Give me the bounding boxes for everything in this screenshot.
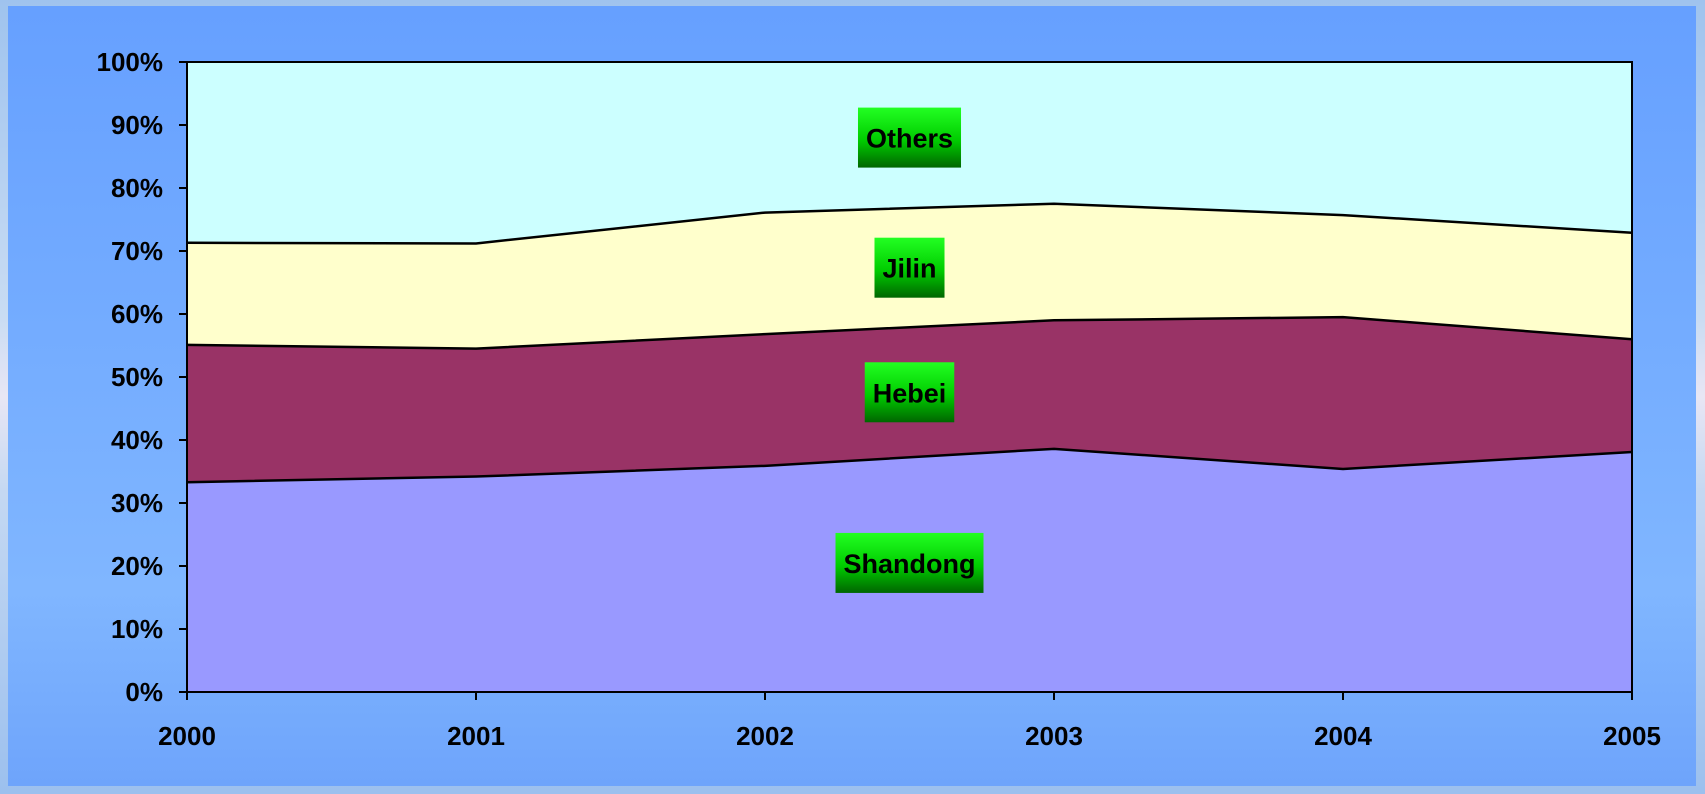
y-tick-label: 90% <box>111 110 163 140</box>
y-tick-label: 100% <box>97 47 164 77</box>
boundary-line-jilin <box>186 202 1633 245</box>
series-label-box <box>864 362 955 423</box>
x-tick-label: 2001 <box>447 721 505 751</box>
y-tick-label: 10% <box>111 614 163 644</box>
series-label-text: Hebei <box>873 378 947 408</box>
series-label-text: Shandong <box>844 549 976 579</box>
series-label-hebei: Hebei <box>864 362 955 423</box>
plot-frame <box>186 61 1633 693</box>
series-label-box <box>857 107 962 168</box>
y-tick-label: 40% <box>111 425 163 455</box>
x-tick-label: 2004 <box>1314 721 1372 751</box>
series-label-box <box>874 237 945 298</box>
series-label-others: Others <box>857 107 962 168</box>
x-tick-label: 2003 <box>1025 721 1083 751</box>
y-tick-label: 80% <box>111 173 163 203</box>
series-label-box <box>835 532 984 593</box>
series-label-text: Others <box>866 124 953 154</box>
y-tick-label: 50% <box>111 362 163 392</box>
y-tick-label: 20% <box>111 551 163 581</box>
series-label-shandong: Shandong <box>835 532 984 593</box>
y-tick-label: 30% <box>111 488 163 518</box>
x-tick-label: 2000 <box>158 721 216 751</box>
x-tick-label: 2002 <box>736 721 794 751</box>
series-label-text: Jilin <box>882 254 936 284</box>
series-label-jilin: Jilin <box>874 237 945 298</box>
boundary-line-shandong <box>186 447 1633 484</box>
boundary-line-hebei <box>186 315 1633 350</box>
x-tick-label: 2005 <box>1603 721 1661 751</box>
y-tick-label: 70% <box>111 236 163 266</box>
y-tick-label: 0% <box>125 677 163 707</box>
y-tick-label: 60% <box>111 299 163 329</box>
